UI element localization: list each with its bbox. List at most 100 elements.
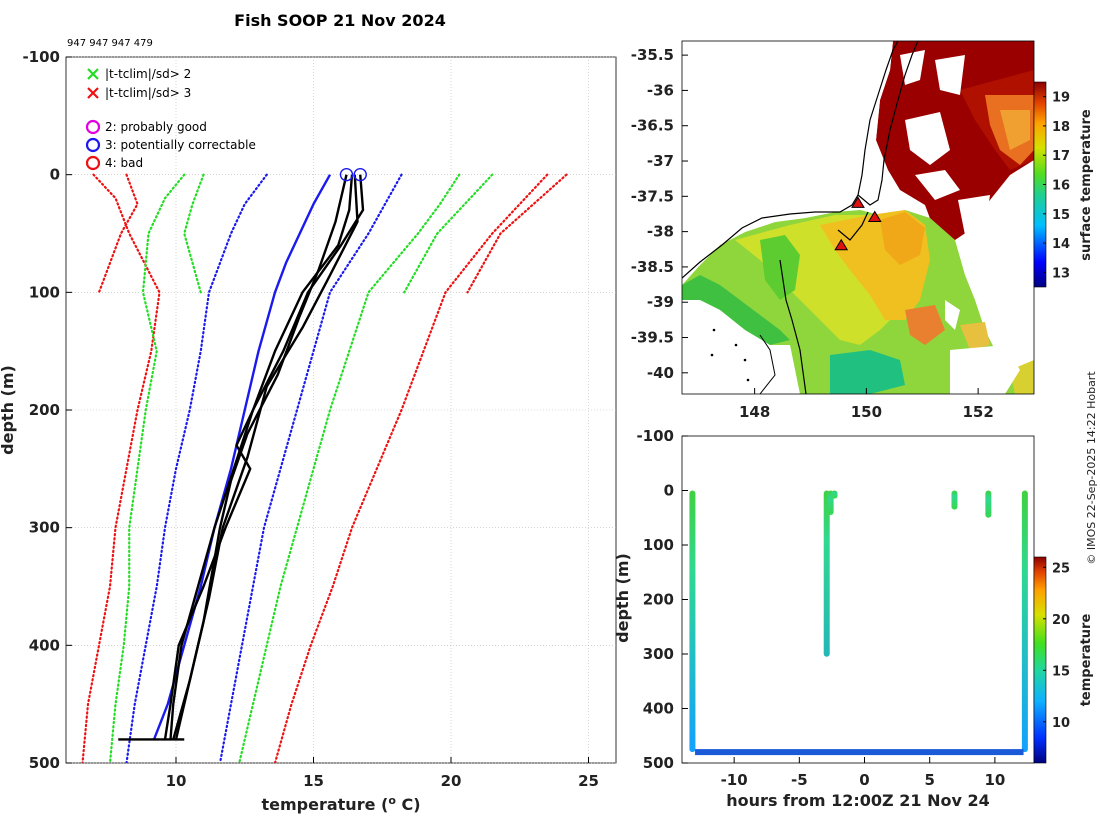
- map-xtick-label: 150: [851, 403, 882, 421]
- cast-column: [823, 490, 830, 657]
- legend-label: 2: probably good: [105, 120, 207, 134]
- sea-cool-patch: [830, 350, 905, 394]
- profile-series: [81, 167, 568, 763]
- cast-column: [1021, 490, 1028, 753]
- map-field: [682, 41, 1034, 394]
- sea-warm-patch: [960, 322, 990, 350]
- island-coast: [759, 334, 776, 394]
- coastline: [682, 41, 899, 279]
- legend-label: |t-tclim|/sd> 3: [105, 86, 191, 100]
- cloud-gap: [958, 195, 990, 235]
- map-ytick-label: -39.5: [631, 329, 674, 347]
- profile-ylabel: depth (m): [0, 365, 17, 455]
- profile-axes-box: [65, 56, 617, 764]
- legend-x-marker: [87, 87, 99, 99]
- temp-colorbar-ticks: 10 15 20 25: [1043, 561, 1070, 731]
- cast-column: [951, 490, 958, 510]
- profile-xtick-label: 20: [441, 772, 462, 790]
- time-ytick-label: 300: [643, 645, 674, 663]
- island: [743, 358, 747, 362]
- time-xtick-label: -10: [721, 771, 748, 789]
- station-triangle: [834, 238, 849, 251]
- map-ytick-label: -37: [647, 152, 674, 170]
- legend-label: |t-tclim|/sd> 2: [105, 67, 191, 81]
- credit: © IMOS 22-Sep-2025 14:22 Hobart: [1085, 371, 1098, 565]
- map-panel: 148 150 152 -35.5 -36 -36.5 -37 -37.5 -38 -38.5 -3…: [631, 40, 1094, 421]
- cloud-gap: [915, 170, 960, 200]
- time-ytick-label: 500: [643, 754, 674, 772]
- map-xtick-label: 152: [962, 403, 993, 421]
- station-triangle: [851, 196, 865, 208]
- station-triangle: [867, 210, 882, 222]
- profile-series-clim-2sd-b: [403, 173, 494, 294]
- profile-series-clim-2sd-left-: [108, 173, 186, 763]
- cloud-gap: [950, 345, 1020, 394]
- platform-ids: 947 947 947 479: [67, 38, 153, 49]
- sst-colorbar-tick-label: 16: [1052, 179, 1070, 194]
- profile-xtick-label: 10: [166, 772, 187, 790]
- profile-grid: [66, 56, 616, 764]
- eddy-core: [1000, 110, 1030, 150]
- profile-ytick-label: 400: [29, 636, 60, 654]
- sst-colorbar-tick-label: 13: [1052, 266, 1070, 281]
- cloud-gap: [935, 55, 965, 95]
- state-border: [857, 41, 919, 206]
- profile-xlabel: temperature (o C): [261, 794, 420, 814]
- sea-warm-patch: [905, 305, 945, 345]
- land-or-cloud: [682, 300, 800, 394]
- profile-series-clim-3sd-b: [466, 173, 568, 294]
- profile-flag-marker: [339, 167, 354, 182]
- map-ytick-label: -35.5: [631, 46, 674, 64]
- time-ytick-label: -100: [636, 427, 674, 445]
- profile-ticks: 10 15 20 25 -100 0 100 200 300 400 500: [22, 48, 598, 790]
- sst-colorbar-tick-label: 14: [1052, 237, 1070, 252]
- time-ylabel: depth (m): [613, 553, 632, 643]
- legend-circle-marker: [85, 137, 101, 153]
- sea-cool-green: [682, 275, 790, 345]
- temp-colorbar-tick-label: 10: [1052, 716, 1070, 731]
- legend-label: 3: potentially correctable: [105, 138, 256, 152]
- profile-series-obs-2: [169, 174, 365, 740]
- sst-colorbar-tick-label: 17: [1052, 149, 1070, 164]
- chart-title: Fish SOOP 21 Nov 2024: [234, 11, 446, 30]
- profile-series-clim-1sd: [125, 173, 268, 763]
- profile-xtick-label: 25: [578, 772, 599, 790]
- sea-green-patch: [760, 235, 800, 300]
- sst-colorbar-tick-label: 19: [1052, 91, 1070, 106]
- profile-ytick-label: 500: [29, 754, 60, 772]
- time-series: [689, 490, 1028, 756]
- sst-colorbar-ticks: 13 14 15 16 17 18 19: [1043, 91, 1070, 281]
- profile-series-clim-mean: [152, 174, 332, 740]
- legend: |t-tclim|/sd> 2 |t-tclim|/sd> 3 2: probabl…: [85, 67, 256, 171]
- profile-ytick-label: 200: [29, 401, 60, 419]
- cast-column: [689, 490, 696, 753]
- time-xtick-label: 10: [984, 771, 1005, 789]
- profile-series-clim-3sd-b: [97, 173, 139, 294]
- profile-series-clim-3sd-right-: [273, 173, 549, 763]
- time-ytick-label: 0: [664, 482, 674, 500]
- map-ytick-label: -38.5: [631, 258, 674, 276]
- bathymetry-contour: [779, 259, 807, 394]
- profile-series-clim-2sd-b: [183, 173, 205, 294]
- island: [746, 378, 750, 382]
- map-ticks: 148 150 152 -35.5 -36 -36.5 -37 -37.5 -38 -38.5 -3…: [631, 46, 994, 421]
- map-ytick-label: -40: [647, 364, 674, 382]
- temp-colorbar-tick-label: 25: [1052, 561, 1070, 576]
- time-ticks: -10 -5 0 5 10 -100 0 100 200 300 400 500: [636, 427, 1005, 789]
- profile-ytick-label: 100: [29, 283, 60, 301]
- time-xtick-label: -5: [791, 771, 808, 789]
- time-ytick-label: 100: [643, 536, 674, 554]
- sst-colorbar-tick-label: 15: [1052, 208, 1070, 223]
- time-ytick-label: 200: [643, 591, 674, 609]
- time-panel: -10 -5 0 5 10 -100 0 100 200 300 400 500 hours from…: [613, 427, 1094, 810]
- legend-label: 4: bad: [105, 156, 143, 170]
- profile-series-obs-1: [163, 174, 354, 740]
- cloud-gap: [905, 112, 950, 165]
- time-ytick-label: 400: [643, 700, 674, 718]
- legend-x-marker: [87, 68, 99, 80]
- profile-panel: 10 15 20 25 -100 0 100 200 300 400 500 temperature…: [0, 48, 617, 814]
- legend-circle-marker: [85, 155, 101, 171]
- cast-column: [985, 490, 992, 518]
- map-ytick-label: -37.5: [631, 187, 674, 205]
